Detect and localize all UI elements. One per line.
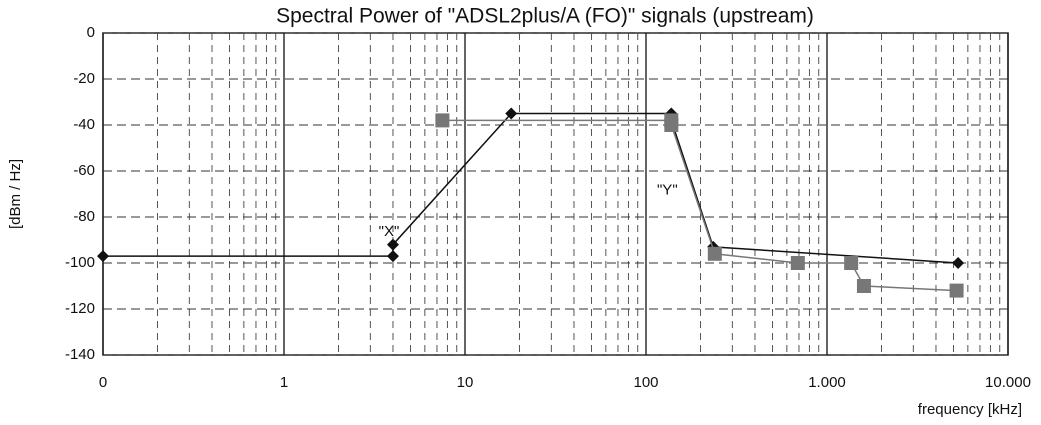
- x-tick-label: 10: [457, 374, 474, 391]
- x-tick-label: 1.000: [808, 374, 846, 391]
- x-tick-label: 10.000: [985, 374, 1031, 391]
- x-axis-label: frequency [kHz]: [918, 401, 1022, 418]
- series-label: "X": [379, 223, 400, 240]
- diamond-marker: [386, 250, 399, 263]
- square-marker: [707, 246, 722, 261]
- y-tick-label: 0: [87, 24, 95, 41]
- square-marker: [949, 283, 964, 298]
- diamond-marker: [97, 250, 109, 263]
- square-marker: [790, 256, 805, 270]
- diamond-marker: [505, 107, 518, 120]
- diamond-marker: [386, 238, 399, 251]
- square-marker: [856, 279, 871, 293]
- square-marker: [664, 118, 679, 132]
- y-tick-label: -60: [73, 162, 95, 179]
- y-tick-label: -100: [65, 254, 95, 271]
- chart-title: Spectral Power of "ADSL2plus/A (FO)" sig…: [276, 5, 814, 28]
- x-tick-label: 0: [99, 374, 107, 391]
- y-tick-label: -40: [73, 116, 95, 133]
- y-tick-label: -140: [65, 346, 95, 363]
- y-tick-label: -20: [73, 70, 95, 87]
- y-tick-label: -120: [65, 300, 95, 317]
- series-line: [103, 112, 959, 264]
- plot-frame: [102, 32, 1009, 356]
- diamond-marker: [952, 257, 965, 269]
- y-tick-label: -80: [73, 208, 95, 225]
- square-marker: [844, 256, 859, 270]
- square-marker: [435, 113, 450, 128]
- series-label: "Y": [657, 181, 678, 198]
- x-tick-label: 1: [280, 374, 288, 391]
- y-axis-label: [dBm / Hz]: [7, 159, 24, 229]
- x-tick-label: 100: [633, 374, 658, 391]
